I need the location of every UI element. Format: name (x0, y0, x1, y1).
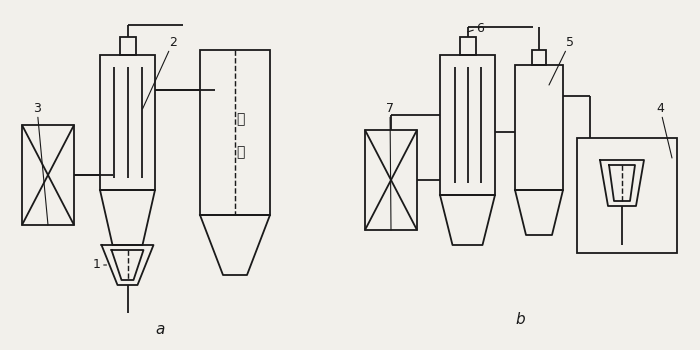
Text: 碎: 碎 (236, 145, 244, 159)
Text: b: b (515, 313, 525, 328)
Bar (532, 50, 546, 65)
Bar (100, 55, 155, 190)
Text: 2: 2 (143, 35, 177, 109)
Text: 1: 1 (93, 259, 106, 272)
Bar (120, 37, 136, 55)
Text: 3: 3 (33, 102, 48, 225)
Bar (22, 125, 74, 225)
Text: a: a (155, 322, 164, 337)
Bar (459, 37, 475, 55)
Bar (515, 65, 563, 190)
Bar (200, 50, 270, 215)
Text: 6: 6 (468, 21, 484, 35)
Bar (440, 55, 495, 195)
Bar (365, 130, 417, 230)
Text: 5: 5 (549, 35, 574, 85)
Text: 4: 4 (656, 102, 672, 158)
Text: 7: 7 (386, 102, 394, 230)
Bar (577, 138, 677, 253)
Text: 破: 破 (236, 112, 244, 126)
